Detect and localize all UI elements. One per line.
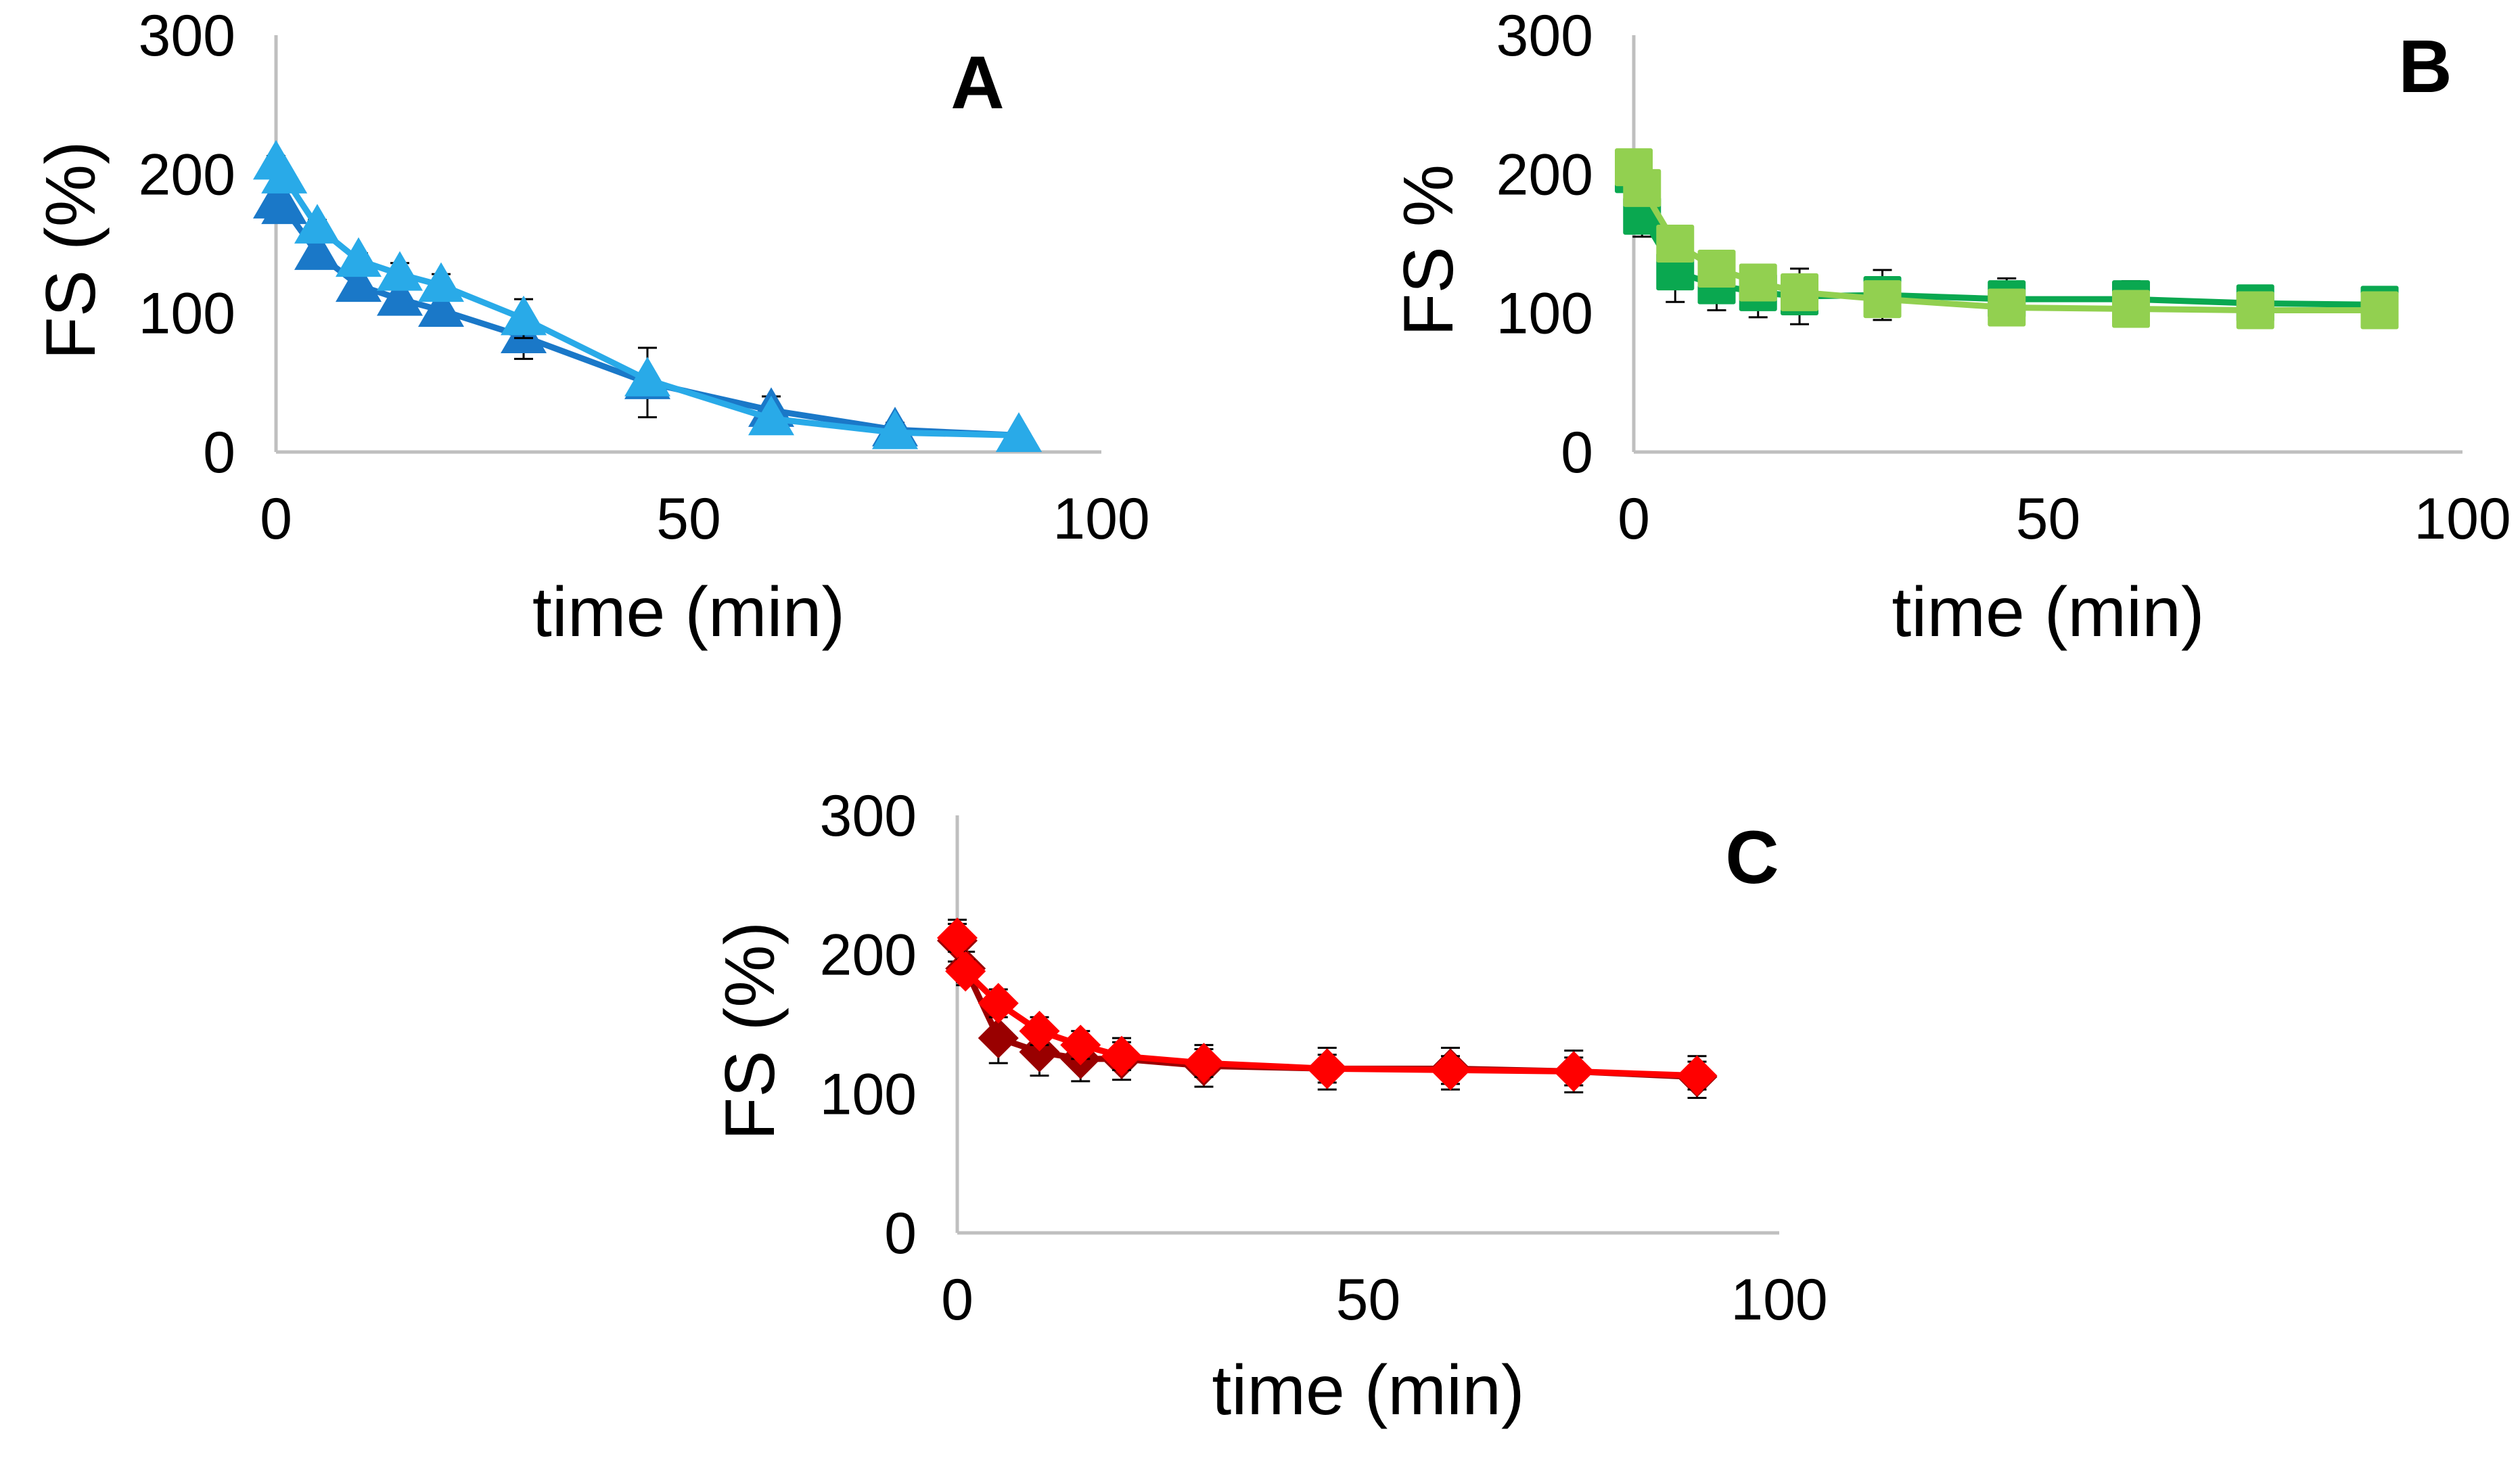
series-2 xyxy=(937,917,1718,1096)
data-point xyxy=(1676,1055,1718,1096)
data-point xyxy=(1019,1031,1060,1073)
data-point xyxy=(1101,1035,1142,1077)
data-point xyxy=(872,409,918,449)
x-tick-label: 100 xyxy=(2414,487,2511,551)
data-point xyxy=(294,230,340,270)
data-point xyxy=(418,287,464,328)
data-point xyxy=(1623,168,1662,207)
data-point xyxy=(418,262,464,302)
y-tick-label: 200 xyxy=(139,142,236,207)
y-axis-title: FS (%) xyxy=(711,922,789,1141)
data-point xyxy=(996,412,1042,452)
chart-panels: 0 100 200 300 0 50 100 time (min) FS (%) A 0 100 200… xyxy=(32,3,2511,1430)
data-point xyxy=(1697,249,1736,288)
data-point xyxy=(261,184,308,225)
panel-letter: A xyxy=(950,41,1004,125)
data-point xyxy=(261,154,308,194)
data-point xyxy=(1739,263,1777,302)
x-axis-title: time (min) xyxy=(532,573,845,652)
data-point xyxy=(1430,1050,1471,1091)
x-tick-label: 0 xyxy=(941,1267,973,1332)
data-point xyxy=(336,237,382,277)
series-1 xyxy=(253,179,1042,452)
y-tick-label: 100 xyxy=(820,1062,917,1127)
data-point xyxy=(945,951,986,992)
y-tick-label: 100 xyxy=(139,281,236,346)
data-point xyxy=(624,357,670,397)
data-point xyxy=(1019,1010,1060,1052)
y-axis-title: FS (%) xyxy=(32,141,110,360)
data-point xyxy=(1656,225,1695,263)
data-point xyxy=(978,1018,1019,1059)
y-tick-label: 300 xyxy=(1496,3,1594,68)
x-tick-label: 50 xyxy=(2016,487,2081,551)
data-point xyxy=(377,276,423,316)
y-tick-label: 100 xyxy=(1496,281,1594,346)
y-tick-label: 300 xyxy=(820,784,917,849)
data-point xyxy=(978,983,1019,1024)
chart-panel-c: 0 100 200 300 0 50 100 time (min) FS (%) C xyxy=(711,784,1828,1430)
data-point xyxy=(2112,290,2150,328)
data-point xyxy=(2236,291,2274,330)
y-tick-label: 300 xyxy=(139,3,236,68)
chart-panel-b: 0 100 200 300 0 50 100 time (min) FS % B xyxy=(1390,3,2511,652)
data-point xyxy=(1553,1051,1595,1092)
x-tick-label: 50 xyxy=(656,487,721,551)
data-point xyxy=(1183,1043,1224,1084)
data-point xyxy=(2360,291,2399,330)
series-2 xyxy=(1615,148,2399,330)
x-tick-label: 0 xyxy=(1618,487,1650,551)
data-point xyxy=(748,395,794,436)
y-tick-label: 0 xyxy=(203,420,235,485)
panel-letter: B xyxy=(2398,25,2452,108)
y-axis-title: FS % xyxy=(1390,164,1468,336)
x-axis-title: time (min) xyxy=(1892,573,2204,652)
data-point xyxy=(336,262,382,302)
x-tick-label: 0 xyxy=(260,487,292,551)
chart-panel-a: 0 100 200 300 0 50 100 time (min) FS (%) A xyxy=(32,3,1150,652)
data-point xyxy=(1781,273,1818,311)
data-point xyxy=(501,295,547,336)
data-point xyxy=(377,251,423,291)
data-point xyxy=(1988,288,2026,327)
y-tick-label: 200 xyxy=(1496,142,1594,207)
data-point xyxy=(294,204,340,244)
data-point xyxy=(1306,1048,1348,1089)
series-2 xyxy=(253,139,1042,452)
x-tick-label: 100 xyxy=(1731,1267,1828,1332)
data-point xyxy=(937,917,978,958)
data-point xyxy=(1060,1024,1101,1066)
x-tick-label: 50 xyxy=(1336,1267,1401,1332)
y-tick-label: 200 xyxy=(820,923,917,988)
x-axis-title: time (min) xyxy=(1212,1351,1524,1430)
y-tick-label: 0 xyxy=(1561,420,1593,485)
panel-letter: C xyxy=(1725,816,1779,899)
data-point xyxy=(1863,280,1902,319)
y-tick-label: 0 xyxy=(884,1201,917,1266)
x-tick-label: 100 xyxy=(1053,487,1150,551)
